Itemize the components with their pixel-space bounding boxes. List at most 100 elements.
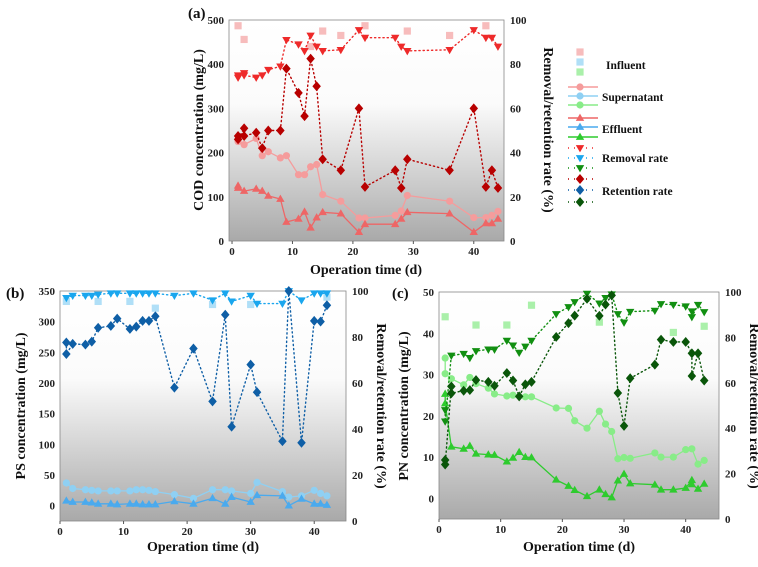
data-point [403, 207, 412, 216]
data-point [681, 303, 690, 311]
y-tick-label: 40 [423, 328, 435, 340]
data-point [601, 299, 610, 310]
data-point [551, 331, 561, 342]
data-point [699, 309, 709, 317]
data-point [700, 456, 708, 464]
data-point [257, 143, 267, 154]
data-point [490, 346, 499, 354]
data-point [113, 487, 121, 495]
data-point [62, 496, 71, 504]
data-point [208, 297, 217, 305]
data-point [252, 134, 260, 143]
legend-item-supernatant: Supernatant [568, 83, 664, 109]
data-point [336, 165, 346, 176]
data-point [494, 207, 502, 215]
data-point [608, 427, 616, 436]
data-point [62, 349, 71, 359]
data-point [306, 223, 315, 231]
data-point [170, 382, 179, 393]
data-point [234, 22, 242, 30]
data-point [221, 290, 230, 298]
data-point [613, 311, 623, 319]
legend-marker-triangle-down-icon [575, 165, 585, 173]
data-point [252, 300, 262, 309]
data-point [276, 154, 284, 162]
data-point [487, 218, 497, 227]
data-point [626, 454, 634, 462]
data-point [297, 297, 306, 305]
legend-marker-diamond-icon [575, 197, 585, 207]
data-point [459, 350, 468, 359]
data-point [625, 373, 635, 384]
data-point [687, 308, 697, 316]
data-point [490, 390, 499, 398]
data-point [570, 310, 579, 321]
x-tick-label: 40 [309, 526, 321, 538]
data-point [297, 437, 306, 448]
y-right-tick-label: 40 [510, 148, 522, 160]
data-point [614, 455, 622, 463]
data-point [484, 376, 493, 387]
data-point [397, 43, 406, 51]
data-point [282, 217, 291, 225]
y-right-axis-label: Removal/retention rate (%) [746, 323, 758, 489]
data-point [460, 381, 468, 389]
data-point [595, 407, 603, 415]
x-tick-label: 0 [436, 524, 442, 536]
legend-marker-triangle-up-icon [575, 132, 585, 140]
data-point [681, 483, 690, 491]
data-point [221, 486, 229, 494]
data-point [220, 309, 230, 320]
data-point [81, 292, 90, 300]
data-point [126, 487, 134, 495]
data-point [81, 486, 90, 494]
data-point [625, 308, 635, 317]
legend-marker-triangle-down-icon [575, 145, 585, 153]
legend-marker-square-icon [576, 48, 584, 56]
plot-area [438, 291, 720, 520]
data-point [322, 500, 332, 508]
data-point [246, 497, 255, 505]
data-point [527, 393, 536, 401]
data-point [470, 213, 478, 222]
data-point [570, 299, 579, 307]
data-point [390, 165, 400, 176]
data-point [445, 209, 454, 217]
data-point [656, 301, 666, 309]
data-point [125, 290, 135, 298]
data-point [625, 479, 635, 487]
legend-marker-circle-icon [576, 101, 584, 109]
data-point [233, 134, 243, 145]
data-point [132, 290, 141, 298]
data-point [264, 66, 273, 75]
series-effluent [62, 490, 332, 509]
data-point [294, 171, 303, 179]
data-point [138, 315, 147, 326]
y-tick-label: 0 [219, 236, 225, 248]
data-point [227, 298, 236, 306]
data-point [300, 171, 309, 179]
series-removal [233, 27, 503, 82]
data-point [144, 500, 154, 508]
y-tick-label: 0 [429, 493, 435, 505]
data-point [276, 63, 285, 71]
data-point [493, 182, 503, 193]
data-point [106, 290, 116, 298]
data-point [669, 328, 677, 337]
data-point [687, 371, 697, 381]
data-point [582, 491, 592, 500]
y-right-tick-label: 60 [725, 378, 737, 390]
data-point [471, 375, 481, 386]
data-point [138, 500, 147, 508]
data-point [521, 393, 529, 401]
legend-marker-circle-icon [576, 92, 584, 100]
data-point [139, 486, 147, 494]
y-right-tick-label: 80 [352, 332, 364, 344]
legend-marker-square-icon [576, 68, 584, 76]
data-point [514, 349, 524, 358]
data-point [93, 322, 103, 333]
data-point [282, 37, 291, 45]
data-point [310, 486, 318, 494]
data-point [527, 301, 536, 309]
data-point [246, 359, 255, 370]
